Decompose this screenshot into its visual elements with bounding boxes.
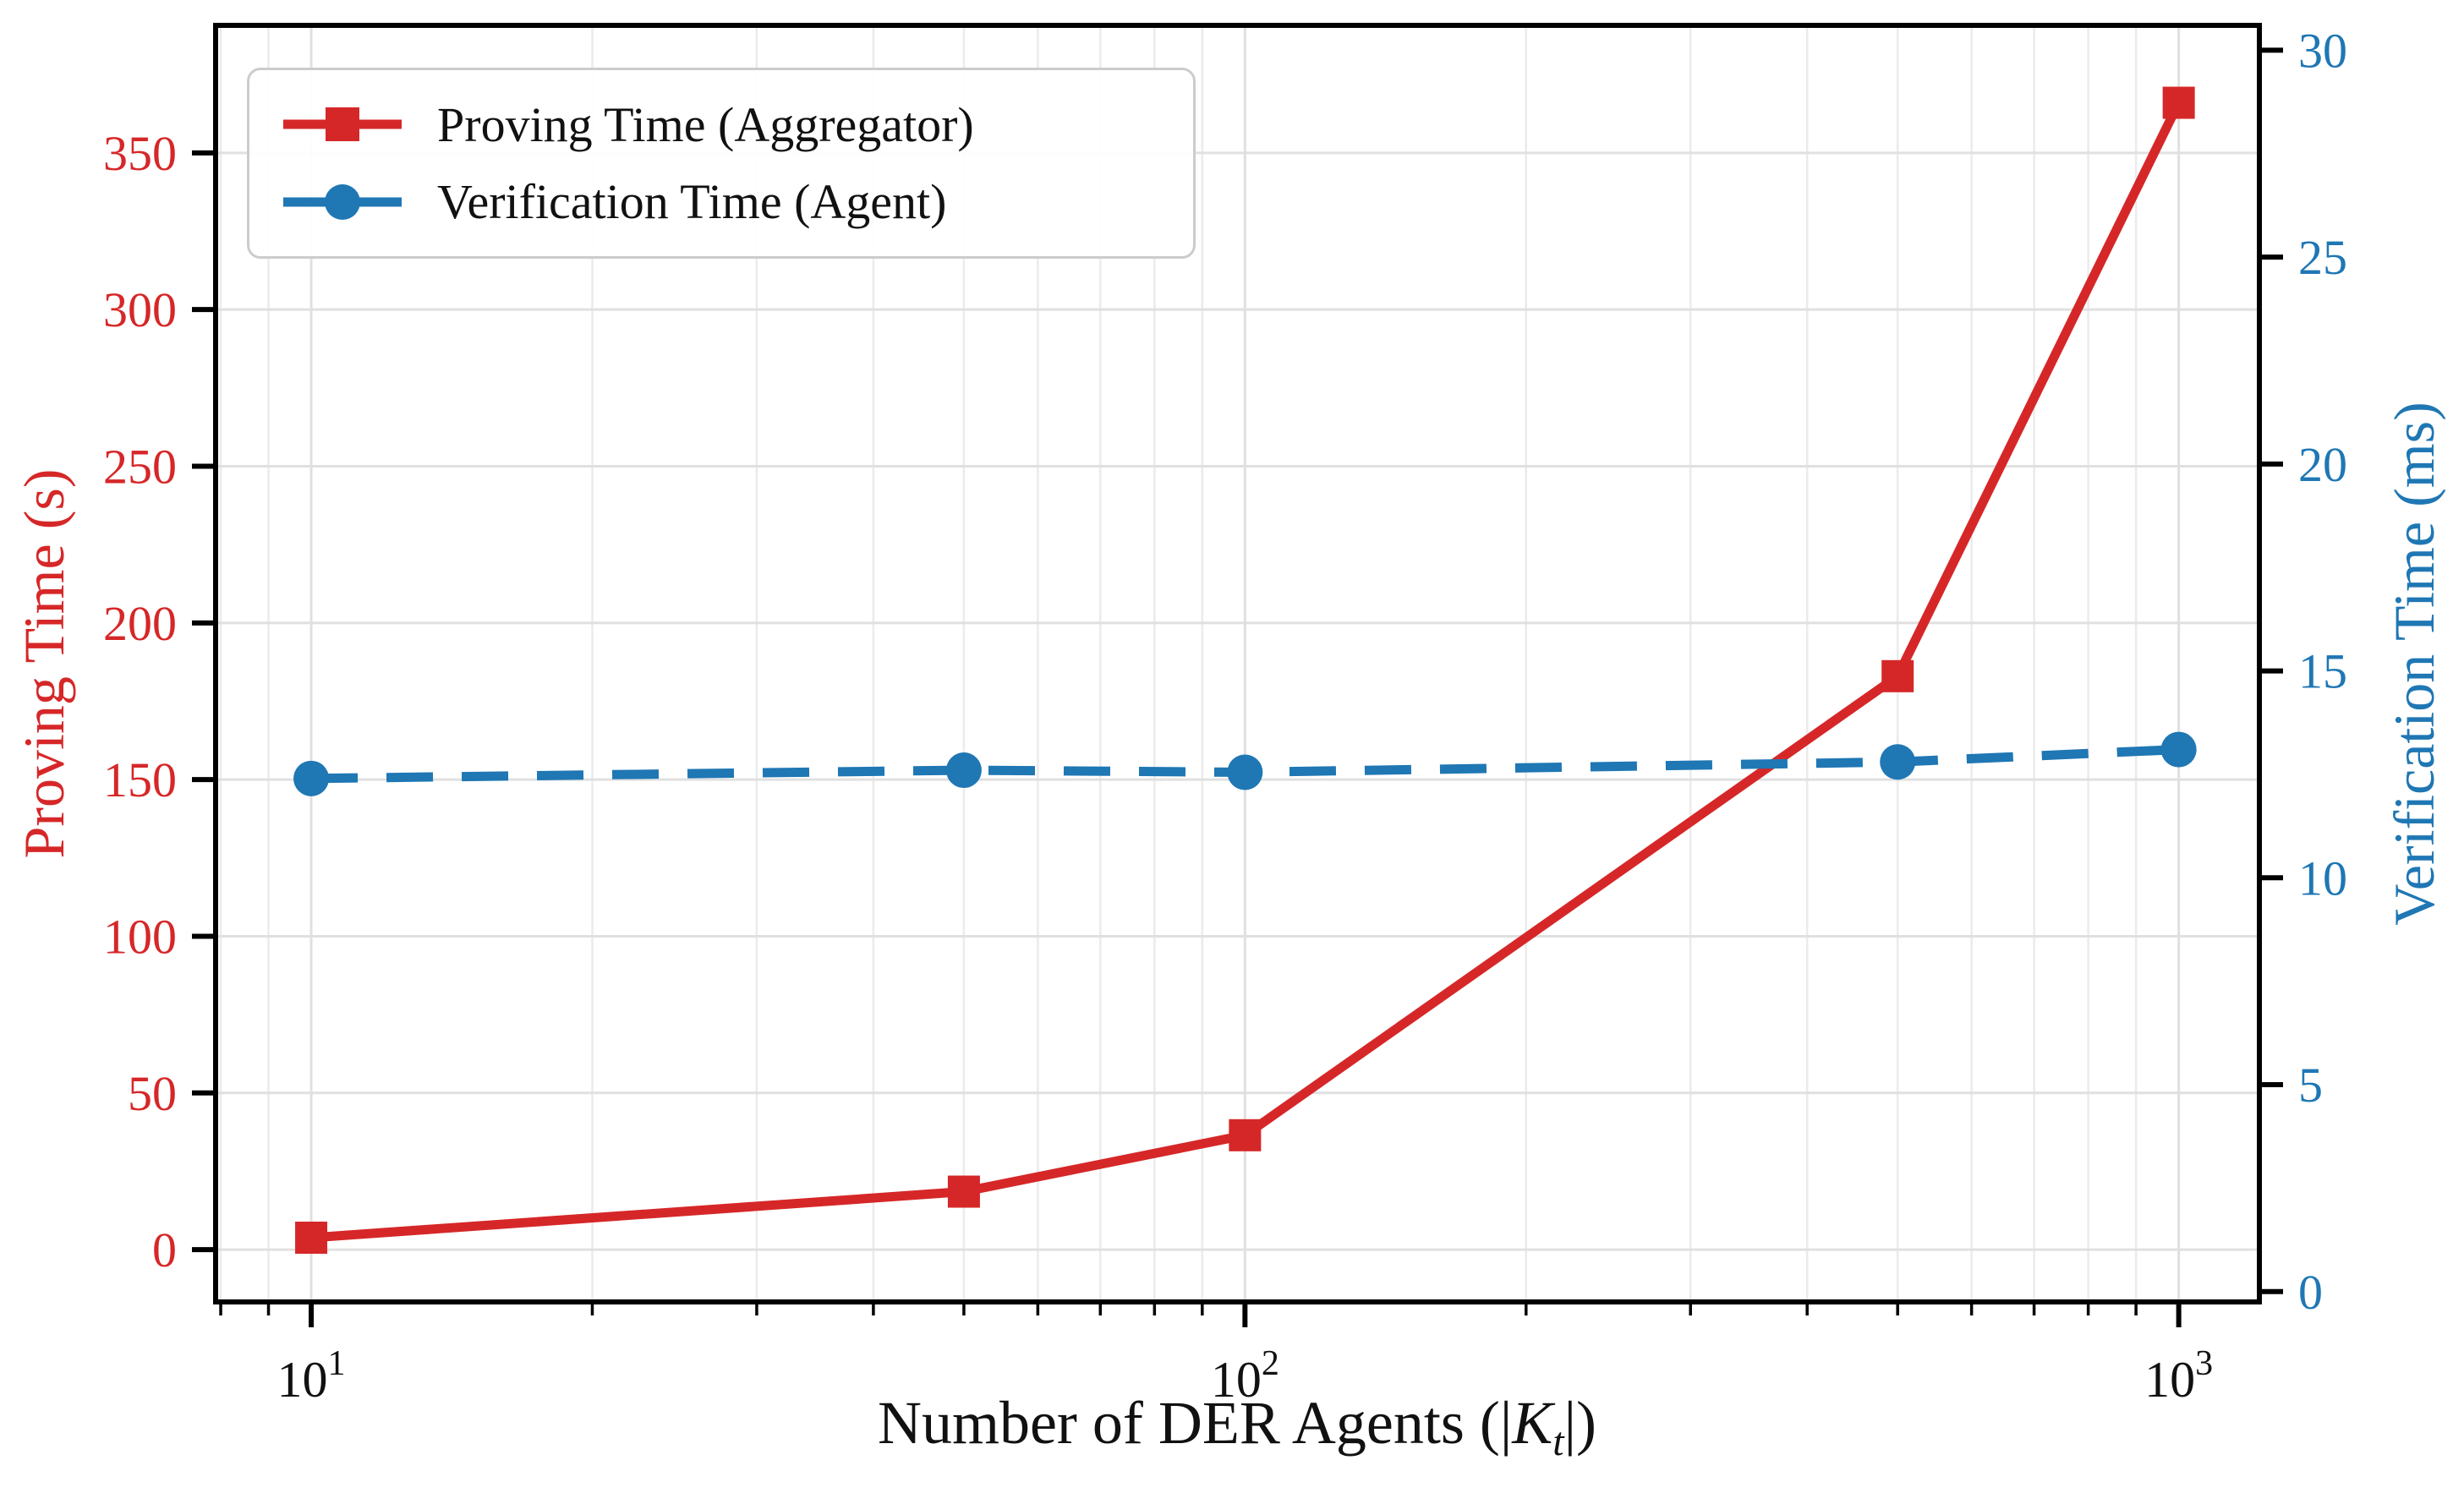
left-tick-label: 150 [103, 752, 177, 807]
legend: Proving Time (Aggregator) Verification T… [247, 68, 1196, 259]
right-y-axis-title: Verification Time (ms) [2382, 402, 2446, 926]
right-tick-label: 30 [2298, 23, 2347, 78]
x-axis-title-math-subscript: t [1552, 1419, 1564, 1464]
data-point-square-marker [947, 1175, 980, 1208]
data-point-circle-marker [1880, 744, 1916, 780]
legend-sample-blue-line-circle-icon [283, 183, 402, 220]
left-tick-label: 50 [128, 1066, 177, 1121]
left-tick-label: 0 [152, 1222, 177, 1277]
left-tick-label: 300 [103, 282, 177, 337]
right-tick-label: 15 [2298, 644, 2347, 699]
x-tick-label: 102 [1211, 1344, 1279, 1408]
left-tick-label: 350 [103, 126, 177, 181]
right-tick-label: 10 [2298, 850, 2347, 905]
left-tick-label: 250 [103, 439, 177, 494]
data-point-circle-marker [2160, 731, 2197, 768]
data-point-square-marker [295, 1222, 328, 1255]
data-point-circle-marker [293, 760, 330, 796]
legend-label-proving-time: Proving Time (Aggregator) [437, 96, 974, 152]
left-tick-label: 200 [103, 596, 177, 651]
right-tick-label: 5 [2298, 1058, 2323, 1113]
legend-item-verification-time: Verification Time (Agent) [278, 173, 1164, 230]
legend-red-square-marker-icon [326, 107, 359, 142]
data-point-circle-marker [1227, 754, 1263, 790]
legend-blue-circle-marker-icon [325, 183, 360, 220]
x-tick-label: 103 [2144, 1344, 2213, 1408]
right-tick-label: 20 [2298, 437, 2347, 492]
x-axis-title-math-symbol: K [1512, 1389, 1553, 1457]
plot-border [213, 23, 2262, 1304]
left-y-axis-title: Proving Time (s) [12, 468, 76, 859]
data-point-square-marker [1881, 659, 1914, 692]
x-axis-title-suffix: |) [1563, 1389, 1597, 1457]
left-tick-label: 100 [103, 909, 177, 964]
right-tick-label: 25 [2298, 230, 2347, 285]
right-tick-label: 0 [2298, 1265, 2323, 1320]
data-point-square-marker [1229, 1118, 1262, 1151]
x-axis-title: Number of DER Agents (|Kt|) [392, 1388, 2083, 1465]
x-tick-label: 101 [277, 1344, 346, 1408]
legend-item-proving-time: Proving Time (Aggregator) [278, 96, 1164, 153]
data-point-circle-marker [945, 752, 982, 789]
x-axis-title-text: Number of DER Agents (| [877, 1389, 1513, 1457]
data-point-square-marker [2162, 86, 2195, 119]
legend-label-verification-time: Verification Time (Agent) [437, 174, 947, 230]
legend-sample-red-line-square-icon [283, 107, 402, 142]
